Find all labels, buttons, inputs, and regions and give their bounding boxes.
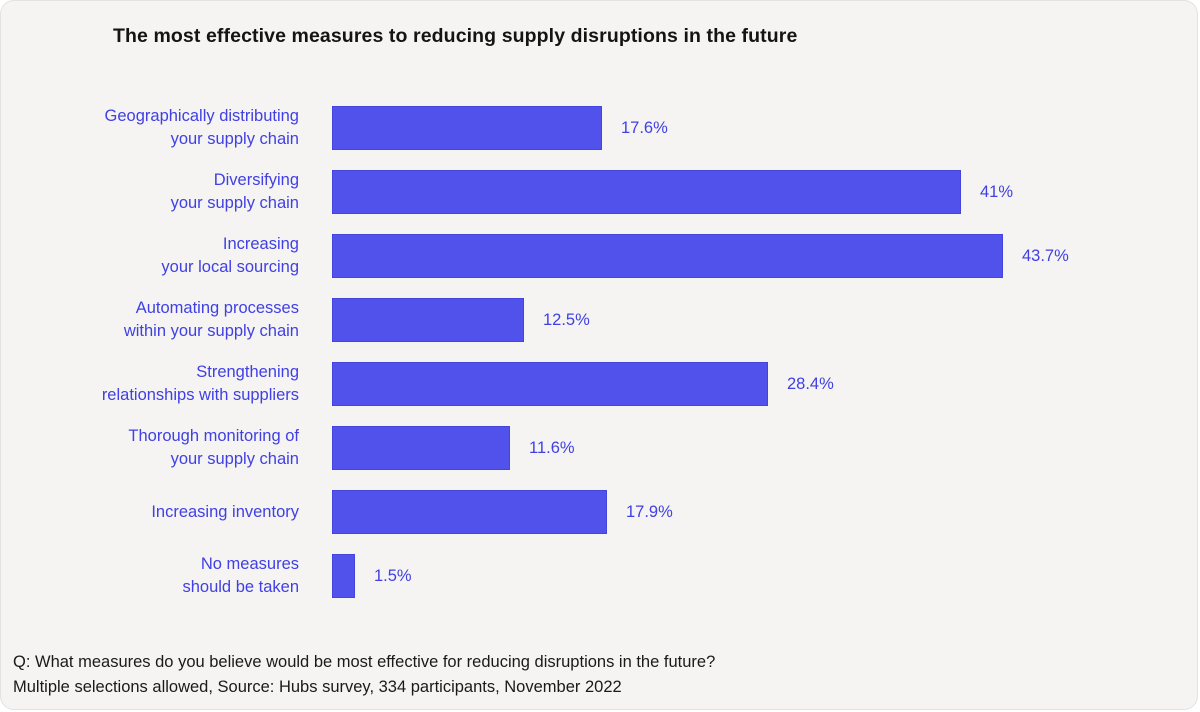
chart-title: The most effective measures to reducing …: [113, 25, 798, 47]
bar-value-label: 28.4%: [787, 374, 834, 393]
chart-footer: Q: What measures do you believe would be…: [13, 650, 715, 700]
bar: [332, 106, 602, 150]
bar: [332, 170, 961, 214]
bar-chart: Geographically distributing your supply …: [1, 106, 1197, 598]
bar-value-label: 17.9%: [626, 502, 673, 521]
bar-value-label: 12.5%: [543, 310, 590, 329]
footer-question: Q: What measures do you believe would be…: [13, 653, 716, 671]
bar-row: No measures should be taken 1.5%: [1, 554, 1197, 598]
bar: [332, 426, 510, 470]
bar-row: Diversifying your supply chain 41%: [1, 170, 1197, 214]
bar-row: Increasing your local sourcing 43.7%: [1, 234, 1197, 278]
bar-category-label: Increasing inventory: [151, 502, 299, 521]
bar-category-label: Increasing your local sourcing: [161, 235, 299, 276]
bar-value-label: 1.5%: [374, 566, 412, 585]
bar: [332, 554, 355, 598]
bar: [332, 362, 768, 406]
bar-row: Automating processes within your supply …: [1, 298, 1197, 342]
bar-row: Increasing inventory 17.9%: [1, 490, 1197, 534]
footer-source: Multiple selections allowed, Source: Hub…: [13, 678, 622, 696]
bar-category-label: Geographically distributing your supply …: [104, 107, 299, 148]
bar: [332, 490, 607, 534]
bar-row: Geographically distributing your supply …: [1, 106, 1197, 150]
bar-value-label: 11.6%: [529, 438, 575, 457]
bar-row: Thorough monitoring of your supply chain…: [1, 426, 1197, 470]
bar: [332, 234, 1003, 278]
bar-category-label: No measures should be taken: [182, 555, 299, 596]
bar: [332, 298, 524, 342]
bar-value-label: 43.7%: [1022, 246, 1069, 265]
bar-value-label: 41%: [980, 182, 1014, 201]
bar-category-label: Strengthening relationships with supplie…: [101, 363, 299, 404]
bar-category-label: Thorough monitoring of your supply chain: [128, 427, 299, 468]
bar-category-label: Diversifying your supply chain: [170, 171, 299, 212]
bar-value-label: 17.6%: [621, 118, 668, 137]
bar-category-label: Automating processes within your supply …: [123, 299, 299, 340]
bar-row: Strengthening relationships with supplie…: [1, 362, 1197, 406]
